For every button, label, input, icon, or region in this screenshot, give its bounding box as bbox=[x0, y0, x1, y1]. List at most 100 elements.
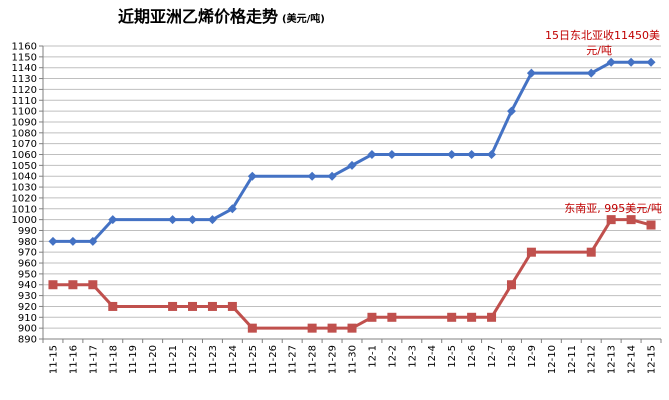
x-tick-label: 12-9 bbox=[527, 345, 538, 368]
series-group bbox=[48, 57, 656, 333]
series-0-point bbox=[88, 236, 98, 246]
series-0-point bbox=[247, 171, 257, 181]
x-tick-label: 12-6 bbox=[467, 345, 478, 368]
y-tick-label: 970 bbox=[18, 248, 37, 259]
series-1-point bbox=[168, 301, 178, 311]
series-1-point bbox=[48, 280, 58, 290]
series-0-point bbox=[387, 150, 397, 160]
series-0-point bbox=[307, 171, 317, 181]
x-tick-label: 12-13 bbox=[607, 345, 618, 374]
series-0-point bbox=[367, 150, 377, 160]
series-1-point bbox=[307, 323, 317, 333]
chart-subtitle: (美元/吨) bbox=[282, 12, 325, 25]
y-tick-label: 1050 bbox=[12, 161, 37, 172]
x-tick-label: 11-15 bbox=[48, 345, 59, 374]
x-tick-label: 11-29 bbox=[328, 345, 339, 374]
x-tick-label: 12-3 bbox=[407, 345, 418, 368]
x-tick-label: 12-8 bbox=[507, 345, 518, 368]
series-0-point bbox=[526, 68, 536, 78]
series-1-point bbox=[227, 301, 237, 311]
x-tick-label: 12-7 bbox=[487, 345, 498, 368]
x-tick-label: 11-26 bbox=[268, 345, 279, 374]
x-tick-label: 11-16 bbox=[68, 345, 79, 374]
series-0-point bbox=[606, 57, 616, 67]
x-tick-label: 12-1 bbox=[367, 345, 378, 368]
series-0-point bbox=[646, 57, 656, 67]
series-1-point bbox=[347, 323, 357, 333]
series-1-point bbox=[487, 312, 497, 322]
chart-title: 近期亚洲乙烯价格走势 bbox=[118, 7, 278, 26]
x-tick-label: 11-19 bbox=[128, 345, 139, 374]
y-tick-label: 1060 bbox=[12, 150, 37, 161]
x-tick-label: 12-15 bbox=[647, 345, 658, 374]
x-axis-ticks: 11-15 11-16 11-17 11-18 11-19 11-20 11-21 11-22… bbox=[42, 339, 662, 374]
series-0-point bbox=[487, 150, 497, 160]
x-tick-label: 11-27 bbox=[288, 345, 299, 374]
x-tick-label: 11-23 bbox=[208, 345, 219, 374]
series-1-point bbox=[447, 312, 457, 322]
series-1-point bbox=[586, 247, 596, 257]
series-1-point bbox=[327, 323, 337, 333]
series-0-point bbox=[48, 236, 58, 246]
x-tick-label: 11-22 bbox=[188, 345, 199, 374]
series-0-point bbox=[626, 57, 636, 67]
y-tick-label: 890 bbox=[18, 335, 37, 346]
y-tick-label: 1090 bbox=[12, 117, 37, 128]
annotation-northeast-line1: 15日东北亚收11450美 bbox=[545, 28, 660, 42]
x-tick-label: 11-28 bbox=[308, 345, 319, 374]
y-tick-label: 980 bbox=[18, 237, 37, 248]
y-tick-label: 1080 bbox=[12, 128, 37, 139]
x-tick-label: 12-5 bbox=[447, 345, 458, 368]
y-tick-label: 900 bbox=[18, 324, 37, 335]
series-1-point bbox=[467, 312, 477, 322]
annotation-northeast-line2: 元/吨 bbox=[586, 44, 612, 57]
y-tick-label: 1000 bbox=[12, 215, 37, 226]
series-1-point bbox=[646, 220, 656, 230]
series-0-point bbox=[586, 68, 596, 78]
series-1-point bbox=[606, 215, 616, 225]
x-tick-label: 12-4 bbox=[427, 345, 438, 368]
series-0-point bbox=[188, 215, 198, 225]
y-tick-label: 960 bbox=[18, 259, 37, 270]
y-tick-label: 1130 bbox=[12, 74, 37, 85]
series-1-point bbox=[68, 280, 78, 290]
y-tick-label: 1120 bbox=[12, 85, 37, 96]
y-tick-label: 1010 bbox=[12, 204, 37, 215]
x-tick-label: 11-21 bbox=[168, 345, 179, 374]
x-tick-label: 11-17 bbox=[88, 345, 99, 374]
y-tick-label: 1150 bbox=[12, 52, 37, 63]
series-1-point bbox=[506, 280, 516, 290]
series-1-point bbox=[367, 312, 377, 322]
x-tick-label: 11-18 bbox=[108, 345, 119, 374]
series-0-point bbox=[447, 150, 457, 160]
y-tick-label: 1100 bbox=[12, 107, 37, 118]
series-1-point bbox=[387, 312, 397, 322]
y-tick-label: 1160 bbox=[12, 42, 37, 53]
series-0-point bbox=[327, 171, 337, 181]
y-tick-label: 990 bbox=[18, 226, 37, 237]
series-1-point bbox=[247, 323, 257, 333]
series-1-point bbox=[626, 215, 636, 225]
grid-lines bbox=[43, 45, 661, 340]
x-tick-label: 12-10 bbox=[547, 345, 558, 374]
y-tick-label: 1140 bbox=[12, 63, 37, 74]
annotations: 15日东北亚收11450美 元/吨 东南亚, 995美元/吨 bbox=[545, 28, 662, 215]
y-tick-label: 910 bbox=[18, 313, 37, 324]
x-tick-label: 12-2 bbox=[387, 345, 398, 368]
series-0-point bbox=[467, 150, 477, 160]
y-tick-label: 950 bbox=[18, 269, 37, 280]
y-tick-label: 1030 bbox=[12, 183, 37, 194]
y-tick-label: 1040 bbox=[12, 172, 37, 183]
x-tick-label: 12-11 bbox=[567, 345, 578, 374]
y-tick-label: 1110 bbox=[12, 96, 37, 107]
x-tick-label: 11-25 bbox=[248, 345, 259, 374]
series-0-point bbox=[207, 215, 217, 225]
y-axis-ticks: 8909009109209309409509609709809901000101… bbox=[12, 42, 43, 346]
axes bbox=[42, 46, 661, 340]
series-1-point bbox=[108, 301, 118, 311]
series-1-point bbox=[207, 301, 217, 311]
x-tick-label: 12-14 bbox=[627, 345, 638, 374]
y-tick-label: 1070 bbox=[12, 139, 37, 150]
series-0-point bbox=[108, 215, 118, 225]
